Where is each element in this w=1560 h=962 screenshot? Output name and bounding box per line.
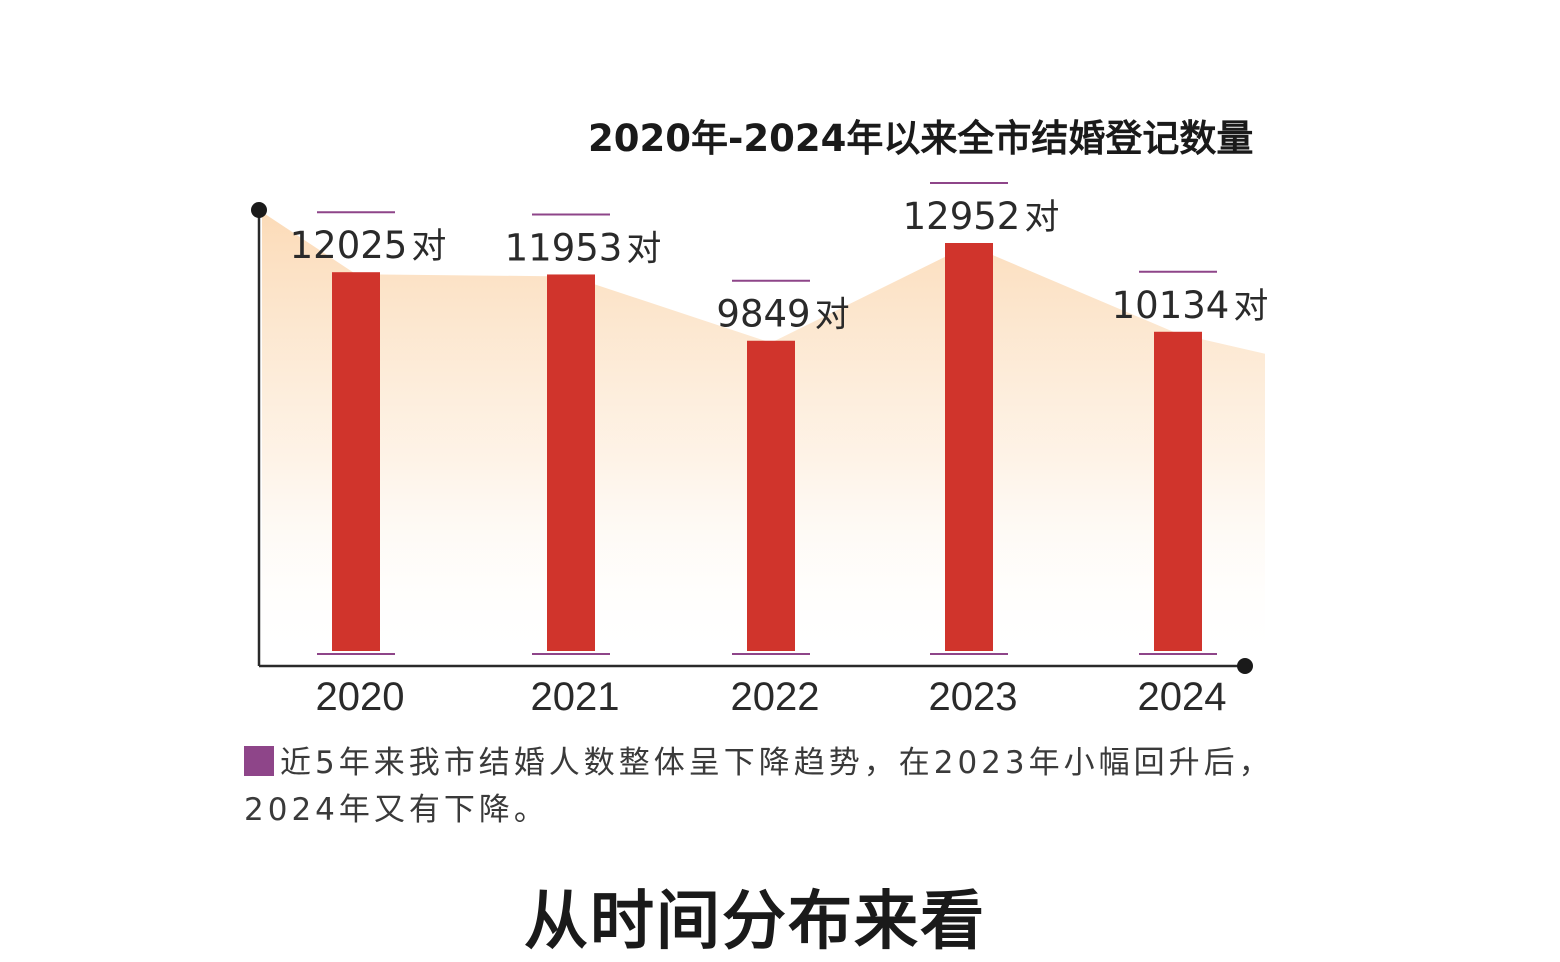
x-tick-label-2021: 2021 [531, 675, 620, 719]
bar-2023 [945, 243, 993, 651]
data-label-unit-2022: 对 [815, 296, 850, 336]
x-axis-end-dot [1237, 658, 1253, 674]
x-tick-label-2023: 2023 [929, 675, 1018, 719]
bar-2021 [547, 274, 595, 651]
data-label-unit-2024: 对 [1233, 287, 1268, 327]
x-tick-label-2024: 2024 [1138, 675, 1227, 719]
bar-group-2021: 11953 对 2021 [505, 213, 661, 719]
chart-note: 近5年来我市结婚人数整体呈下降趋势，在2023年小幅回升后，2024年又有下降。 [244, 740, 1284, 834]
data-label-unit-2020: 对 [411, 227, 446, 267]
x-tick-label-2020: 2020 [316, 675, 405, 719]
chart-title: 2020年-2024年以来全市结婚登记数量 [588, 117, 1254, 160]
data-label-2021: 11953 [505, 226, 623, 269]
bar-group-2020: 12025 对 2020 [290, 211, 446, 719]
bar-group-2024: 10134 对 2024 [1112, 270, 1268, 719]
data-label-unit-2023: 对 [1024, 198, 1059, 238]
section-heading: 从时间分布来看 [524, 884, 986, 959]
bar-2022 [747, 340, 795, 651]
note-text: 近5年来我市结婚人数整体呈下降趋势，在2023年小幅回升后，2024年又有下降。 [244, 745, 1274, 828]
y-axis-end-dot [251, 202, 267, 218]
bar-group-2022: 9849 对 2022 [716, 279, 850, 719]
data-label-2020: 12025 [290, 224, 408, 267]
data-label-2023: 12952 [903, 195, 1021, 238]
bar-group-2023: 12952 对 2023 [903, 182, 1059, 719]
data-label-unit-2021: 对 [626, 229, 661, 269]
data-label-2022: 9849 [716, 293, 810, 336]
note-marker-square [244, 746, 274, 776]
x-tick-label-2022: 2022 [731, 675, 820, 719]
bar-2024 [1154, 331, 1202, 651]
data-label-2024: 10134 [1112, 284, 1230, 327]
bar-2020 [332, 272, 380, 651]
